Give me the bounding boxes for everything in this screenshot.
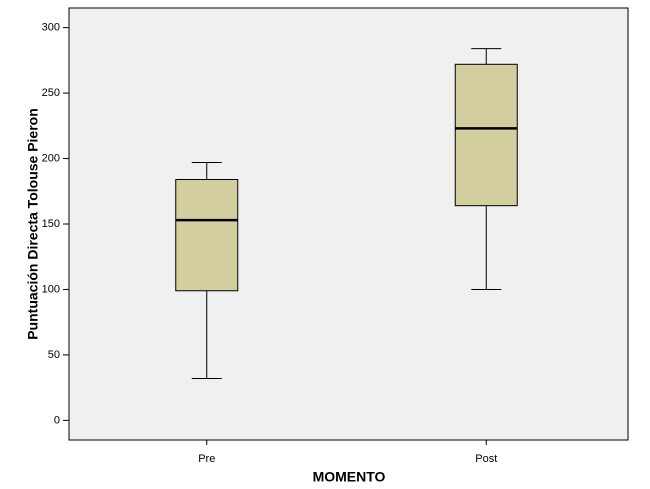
x-tick-label: Post [475,453,497,465]
y-tick-label: 150 [42,218,60,230]
y-tick-label: 200 [42,152,60,164]
y-tick-label: 50 [48,349,60,361]
x-tick-label: Pre [198,453,215,465]
x-axis-title: MOMENTO [313,469,386,485]
y-axis-title: Puntuación Directa Tolouse Pieron [25,108,41,340]
y-tick-label: 250 [42,87,60,99]
y-tick-label: 300 [42,22,60,34]
box [175,178,239,292]
y-tick-label: 0 [54,414,60,426]
box [454,63,518,207]
y-tick-label: 100 [42,283,60,295]
plot-area [68,7,629,441]
